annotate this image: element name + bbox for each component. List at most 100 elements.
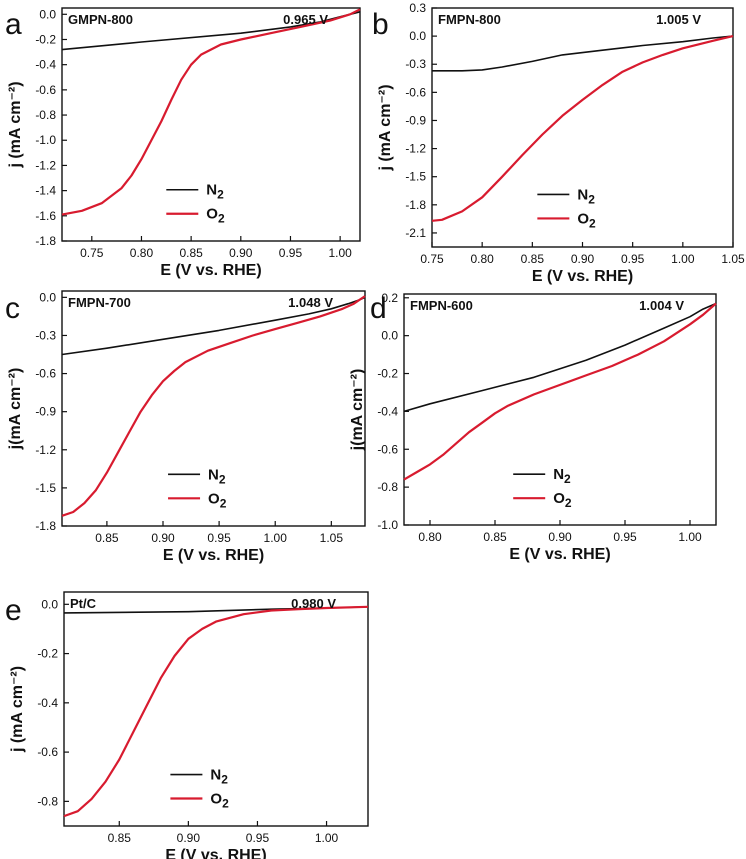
y-tick-label: -0.6	[35, 367, 56, 381]
x-tick-label: 0.95	[279, 246, 303, 260]
x-tick-label: 1.00	[264, 531, 288, 545]
panel-letter: e	[5, 594, 22, 627]
y-tick-label: -0.6	[405, 85, 426, 99]
y-tick-label: -0.2	[37, 647, 58, 661]
y-tick-label: -0.6	[35, 83, 56, 97]
chart-panel-b: b 0.75 0.80 0.85 0.90 0.95 1.00 1.05 0.3 0.0 -0.3 -…	[372, 1, 745, 285]
y-tick-label: -1.2	[35, 158, 56, 172]
series-line-o2	[431, 35, 734, 222]
x-tick-label: 0.95	[621, 252, 645, 266]
legend-label-o2: O2	[210, 791, 229, 811]
y-tick-label: 0.0	[39, 7, 56, 21]
x-tick-label: 0.75	[420, 252, 444, 266]
panel-letter: b	[372, 8, 389, 41]
x-tick-label: 0.85	[95, 531, 119, 545]
y-tick-label: 0.0	[381, 329, 398, 343]
x-tick-label: 0.85	[483, 530, 507, 544]
y-tick-label: -1.0	[377, 518, 398, 532]
y-tick-label: -0.6	[37, 745, 58, 759]
legend-label-o2: O2	[206, 206, 225, 226]
series-line-o2	[403, 302, 717, 481]
y-axis-label: j (mA cm⁻²)	[377, 84, 394, 171]
x-axis-label: E (V vs. RHE)	[160, 262, 261, 279]
y-tick-label: -1.6	[35, 209, 56, 223]
x-axis-label: E (V vs. RHE)	[532, 268, 633, 285]
x-tick-label: 0.95	[207, 531, 231, 545]
onset-potential-label: 1.004 V	[639, 298, 684, 313]
legend-label-o2: O2	[208, 490, 227, 510]
chart-panel-d: d 0.80 0.85 0.90 0.95 1.00 0.2 0.0 -0.2 -0.4 -0.6 -…	[349, 291, 717, 563]
y-tick-label: -0.4	[35, 58, 56, 72]
y-tick-label: -0.2	[35, 32, 56, 46]
legend-label-n2: N2	[208, 466, 226, 486]
x-tick-label: 1.05	[721, 252, 745, 266]
y-tick-label: -1.8	[405, 198, 426, 212]
sample-label: FMPN-800	[438, 12, 501, 27]
legend-label-n2: N2	[577, 186, 595, 206]
sample-label: FMPN-700	[68, 295, 131, 310]
sample-label: FMPN-600	[410, 298, 473, 313]
x-tick-label: 1.00	[671, 252, 695, 266]
sample-label: Pt/C	[70, 596, 97, 611]
x-tick-label: 0.90	[151, 531, 175, 545]
y-tick-label: -1.5	[35, 481, 56, 495]
x-tick-label: 0.80	[470, 252, 494, 266]
y-tick-label: -0.9	[405, 113, 426, 127]
y-tick-label: -1.4	[35, 184, 56, 198]
y-axis-label: j(mA cm⁻²)	[349, 369, 366, 452]
y-tick-label: -1.8	[35, 519, 56, 533]
y-tick-label: -0.4	[377, 404, 398, 418]
y-tick-label: 0.0	[39, 290, 56, 304]
x-tick-label: 0.90	[571, 252, 595, 266]
x-tick-label: 0.90	[548, 530, 572, 544]
y-tick-label: -2.1	[405, 226, 426, 240]
sample-label: GMPN-800	[68, 12, 133, 27]
legend-label-o2: O2	[577, 210, 596, 230]
x-tick-label: 1.00	[315, 831, 339, 845]
x-tick-label: 0.75	[80, 246, 104, 260]
x-axis-label: E (V vs. RHE)	[509, 546, 610, 563]
onset-potential-label: 1.048 V	[288, 295, 333, 310]
y-tick-label: -0.8	[37, 794, 58, 808]
onset-potential-label: 1.005 V	[656, 12, 701, 27]
x-tick-label: 0.95	[246, 831, 270, 845]
legend-label-n2: N2	[553, 466, 571, 486]
x-tick-label: 0.80	[418, 530, 442, 544]
series-line-o2	[63, 605, 369, 818]
series-line-o2	[61, 8, 361, 216]
y-tick-label: -1.5	[405, 170, 426, 184]
y-axis-label: j (mA cm⁻²)	[7, 81, 24, 168]
y-tick-label: -1.0	[35, 133, 56, 147]
series-line-n2	[403, 302, 717, 413]
chart-panel-e: e 0.85 0.90 0.95 1.00 0.0 -0.2 -0.4 -0.6 -0.8 E (V…	[5, 591, 369, 859]
y-axis-label: j(mA cm⁻²)	[7, 368, 24, 451]
y-tick-label: -0.9	[35, 405, 56, 419]
y-axis-label: j (mA cm⁻²)	[9, 666, 26, 753]
x-axis-label: E (V vs. RHE)	[165, 847, 266, 859]
plot-frame	[63, 591, 369, 827]
y-tick-label: -0.8	[35, 108, 56, 122]
y-tick-label: -0.8	[377, 480, 398, 494]
y-tick-label: -0.2	[377, 367, 398, 381]
panel-letter: c	[5, 292, 20, 325]
y-tick-label: 0.0	[41, 597, 58, 611]
series-line-n2	[432, 35, 734, 72]
y-tick-label: -1.2	[35, 443, 56, 457]
series-line-n2	[61, 296, 366, 356]
panel-letter: d	[370, 292, 387, 325]
onset-potential-label: 0.965 V	[283, 12, 328, 27]
onset-potential-label: 0.980 V	[291, 596, 336, 611]
x-tick-label: 0.80	[130, 246, 154, 260]
y-tick-label: -0.3	[35, 328, 56, 342]
x-tick-label: 0.85	[179, 246, 203, 260]
x-tick-label: 1.05	[320, 531, 344, 545]
legend-label-o2: O2	[553, 490, 572, 510]
y-tick-label: -0.4	[37, 696, 58, 710]
x-tick-label: 1.00	[328, 246, 352, 260]
legend-label-n2: N2	[206, 182, 224, 202]
chart-panel-c: c 0.85 0.90 0.95 1.00 1.05 0.0 -0.3 -0.6 -0.9 -1.2…	[5, 290, 366, 564]
y-tick-label: -0.3	[405, 57, 426, 71]
series-line-o2	[61, 295, 366, 517]
x-tick-label: 0.90	[177, 831, 201, 845]
y-tick-label: -1.2	[405, 142, 426, 156]
